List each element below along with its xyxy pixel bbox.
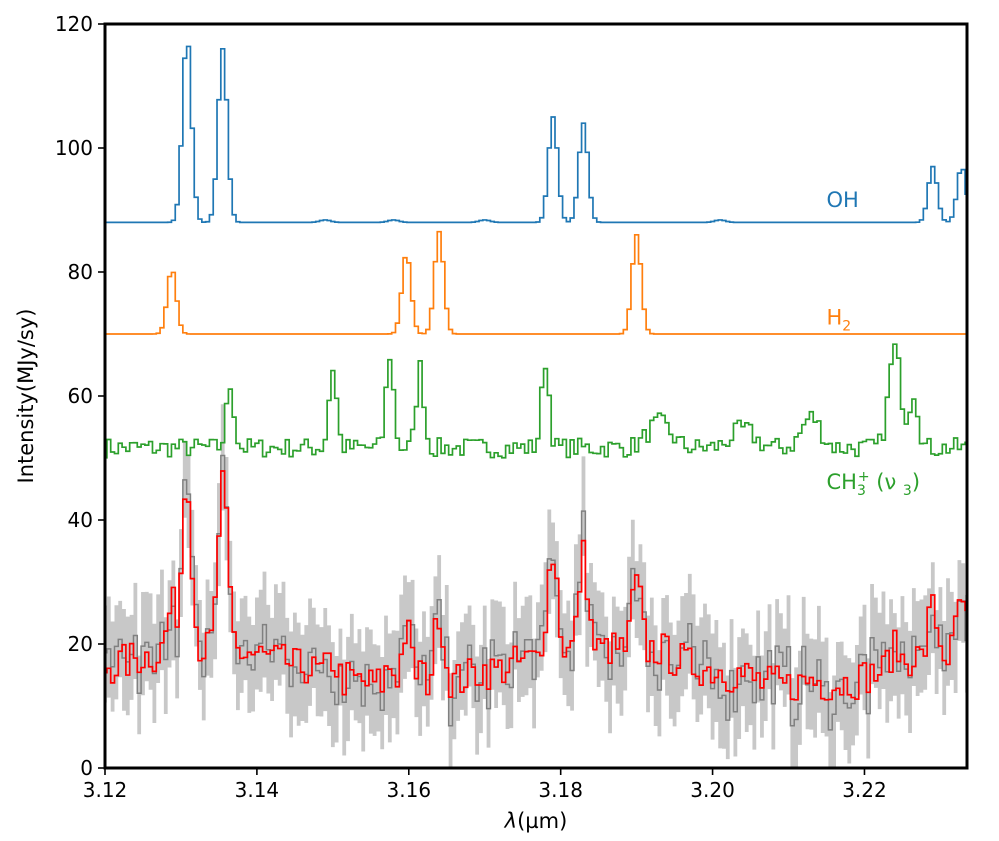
series-label-ch3: CH3+ (ν 3) [826, 469, 920, 499]
y-tick-label: 0 [80, 756, 93, 780]
x-tick-label: 3.22 [842, 778, 887, 802]
x-axis-symbol: λ [504, 809, 517, 833]
x-tick-label: 3.20 [690, 778, 735, 802]
series-h2-line [105, 230, 967, 335]
x-axis-label: λ(µm) [504, 809, 568, 833]
axes: 3.12 3.14 3.16 3.18 3.20 3.22 0 20 40 60 80 100 120 λ… [14, 12, 969, 833]
x-tick-label: 3.12 [83, 778, 128, 802]
y-tick-label: 120 [55, 12, 93, 36]
series-layer [105, 45, 967, 731]
series-label-oh: OH [826, 188, 858, 212]
series-label-h2: H2 [826, 306, 851, 335]
series-oh-line [105, 45, 967, 224]
x-axis-unit: (µm) [517, 809, 567, 833]
series-ch3-line [105, 343, 967, 459]
series-model-line [105, 470, 967, 701]
y-tick-label: 60 [68, 384, 93, 408]
y-tick-label: 20 [68, 632, 93, 656]
y-tick-label: 80 [68, 260, 93, 284]
series-labels: OH H2 CH3+ (ν 3) [826, 188, 920, 499]
x-tick-label: 3.14 [235, 778, 280, 802]
observed-band-area [105, 404, 967, 768]
y-tick-label: 40 [68, 508, 93, 532]
observed-uncertainty-band [105, 404, 967, 768]
x-tick-label: 3.18 [538, 778, 583, 802]
y-tick-label: 100 [55, 136, 93, 160]
y-axis-label: Intensity(MJy/sy) [14, 309, 38, 484]
x-tick-label: 3.16 [387, 778, 432, 802]
